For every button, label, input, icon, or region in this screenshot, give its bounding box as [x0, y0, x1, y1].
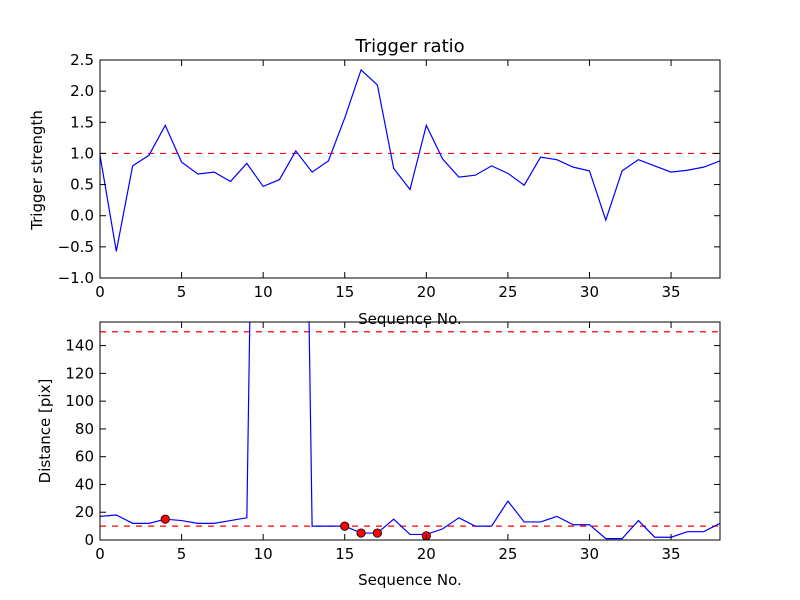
x-tick-label: 0 — [95, 283, 105, 301]
y-tick-label: 2.5 — [70, 51, 94, 69]
y-tick-label: −1.0 — [58, 269, 94, 287]
x-tick-label: 35 — [662, 283, 681, 301]
distance-panel: Sequence No. Distance [pix] 0 5 10 15 20 25 30… — [36, 321, 721, 589]
x-tick-label: 30 — [580, 545, 599, 563]
x-tick-label: 10 — [254, 283, 273, 301]
axes-frame — [99, 59, 721, 279]
x-tick-label: 15 — [335, 283, 354, 301]
x-tick-label: 25 — [498, 283, 517, 301]
y-tick-label: 100 — [65, 392, 94, 410]
plot-area — [100, 68, 720, 252]
x-tick-label: 5 — [177, 283, 187, 301]
y-tick-label: 0.5 — [70, 176, 94, 194]
data-point-marker — [160, 514, 170, 524]
y-tick-label: 140 — [65, 337, 94, 355]
y-tick-label: 120 — [65, 364, 94, 382]
x-tick-label: 10 — [254, 545, 273, 563]
y-tick-label: 1.0 — [70, 144, 94, 162]
series-line — [100, 68, 720, 252]
axes-frame — [99, 321, 721, 541]
y-tick-label: 2.0 — [70, 82, 94, 100]
trigger-ratio-panel: Trigger ratio Sequence No. Trigger stren… — [28, 36, 721, 328]
data-point-marker — [340, 521, 350, 531]
x-axis-label: Sequence No. — [358, 310, 462, 328]
y-tick-label: 0.0 — [70, 207, 94, 225]
y-tick-label: 40 — [75, 475, 94, 493]
series-line — [100, 322, 720, 540]
x-tick-label: 25 — [498, 545, 517, 563]
data-point-marker — [356, 528, 366, 538]
y-tick-label: 0 — [84, 531, 94, 549]
x-tick-label: 0 — [95, 545, 105, 563]
x-tick-label: 35 — [662, 545, 681, 563]
chart-title: Trigger ratio — [354, 36, 464, 57]
y-tick-label: 80 — [75, 420, 94, 438]
x-tick-label: 15 — [335, 545, 354, 563]
data-point-marker — [372, 528, 382, 538]
y-axis-label: Distance [pix] — [36, 379, 54, 484]
y-tick-label: 60 — [75, 448, 94, 466]
y-tick-label: −0.5 — [58, 238, 94, 256]
x-tick-label: 20 — [417, 283, 436, 301]
x-tick-label: 5 — [177, 545, 187, 563]
y-tick-label: 1.5 — [70, 113, 94, 131]
x-axis-label: Sequence No. — [358, 571, 462, 589]
x-tick-label: 20 — [417, 545, 436, 563]
y-tick-label: 20 — [75, 503, 94, 521]
y-axis-label: Trigger strength — [28, 110, 46, 231]
plot-area — [100, 322, 720, 540]
x-tick-label: 30 — [580, 283, 599, 301]
